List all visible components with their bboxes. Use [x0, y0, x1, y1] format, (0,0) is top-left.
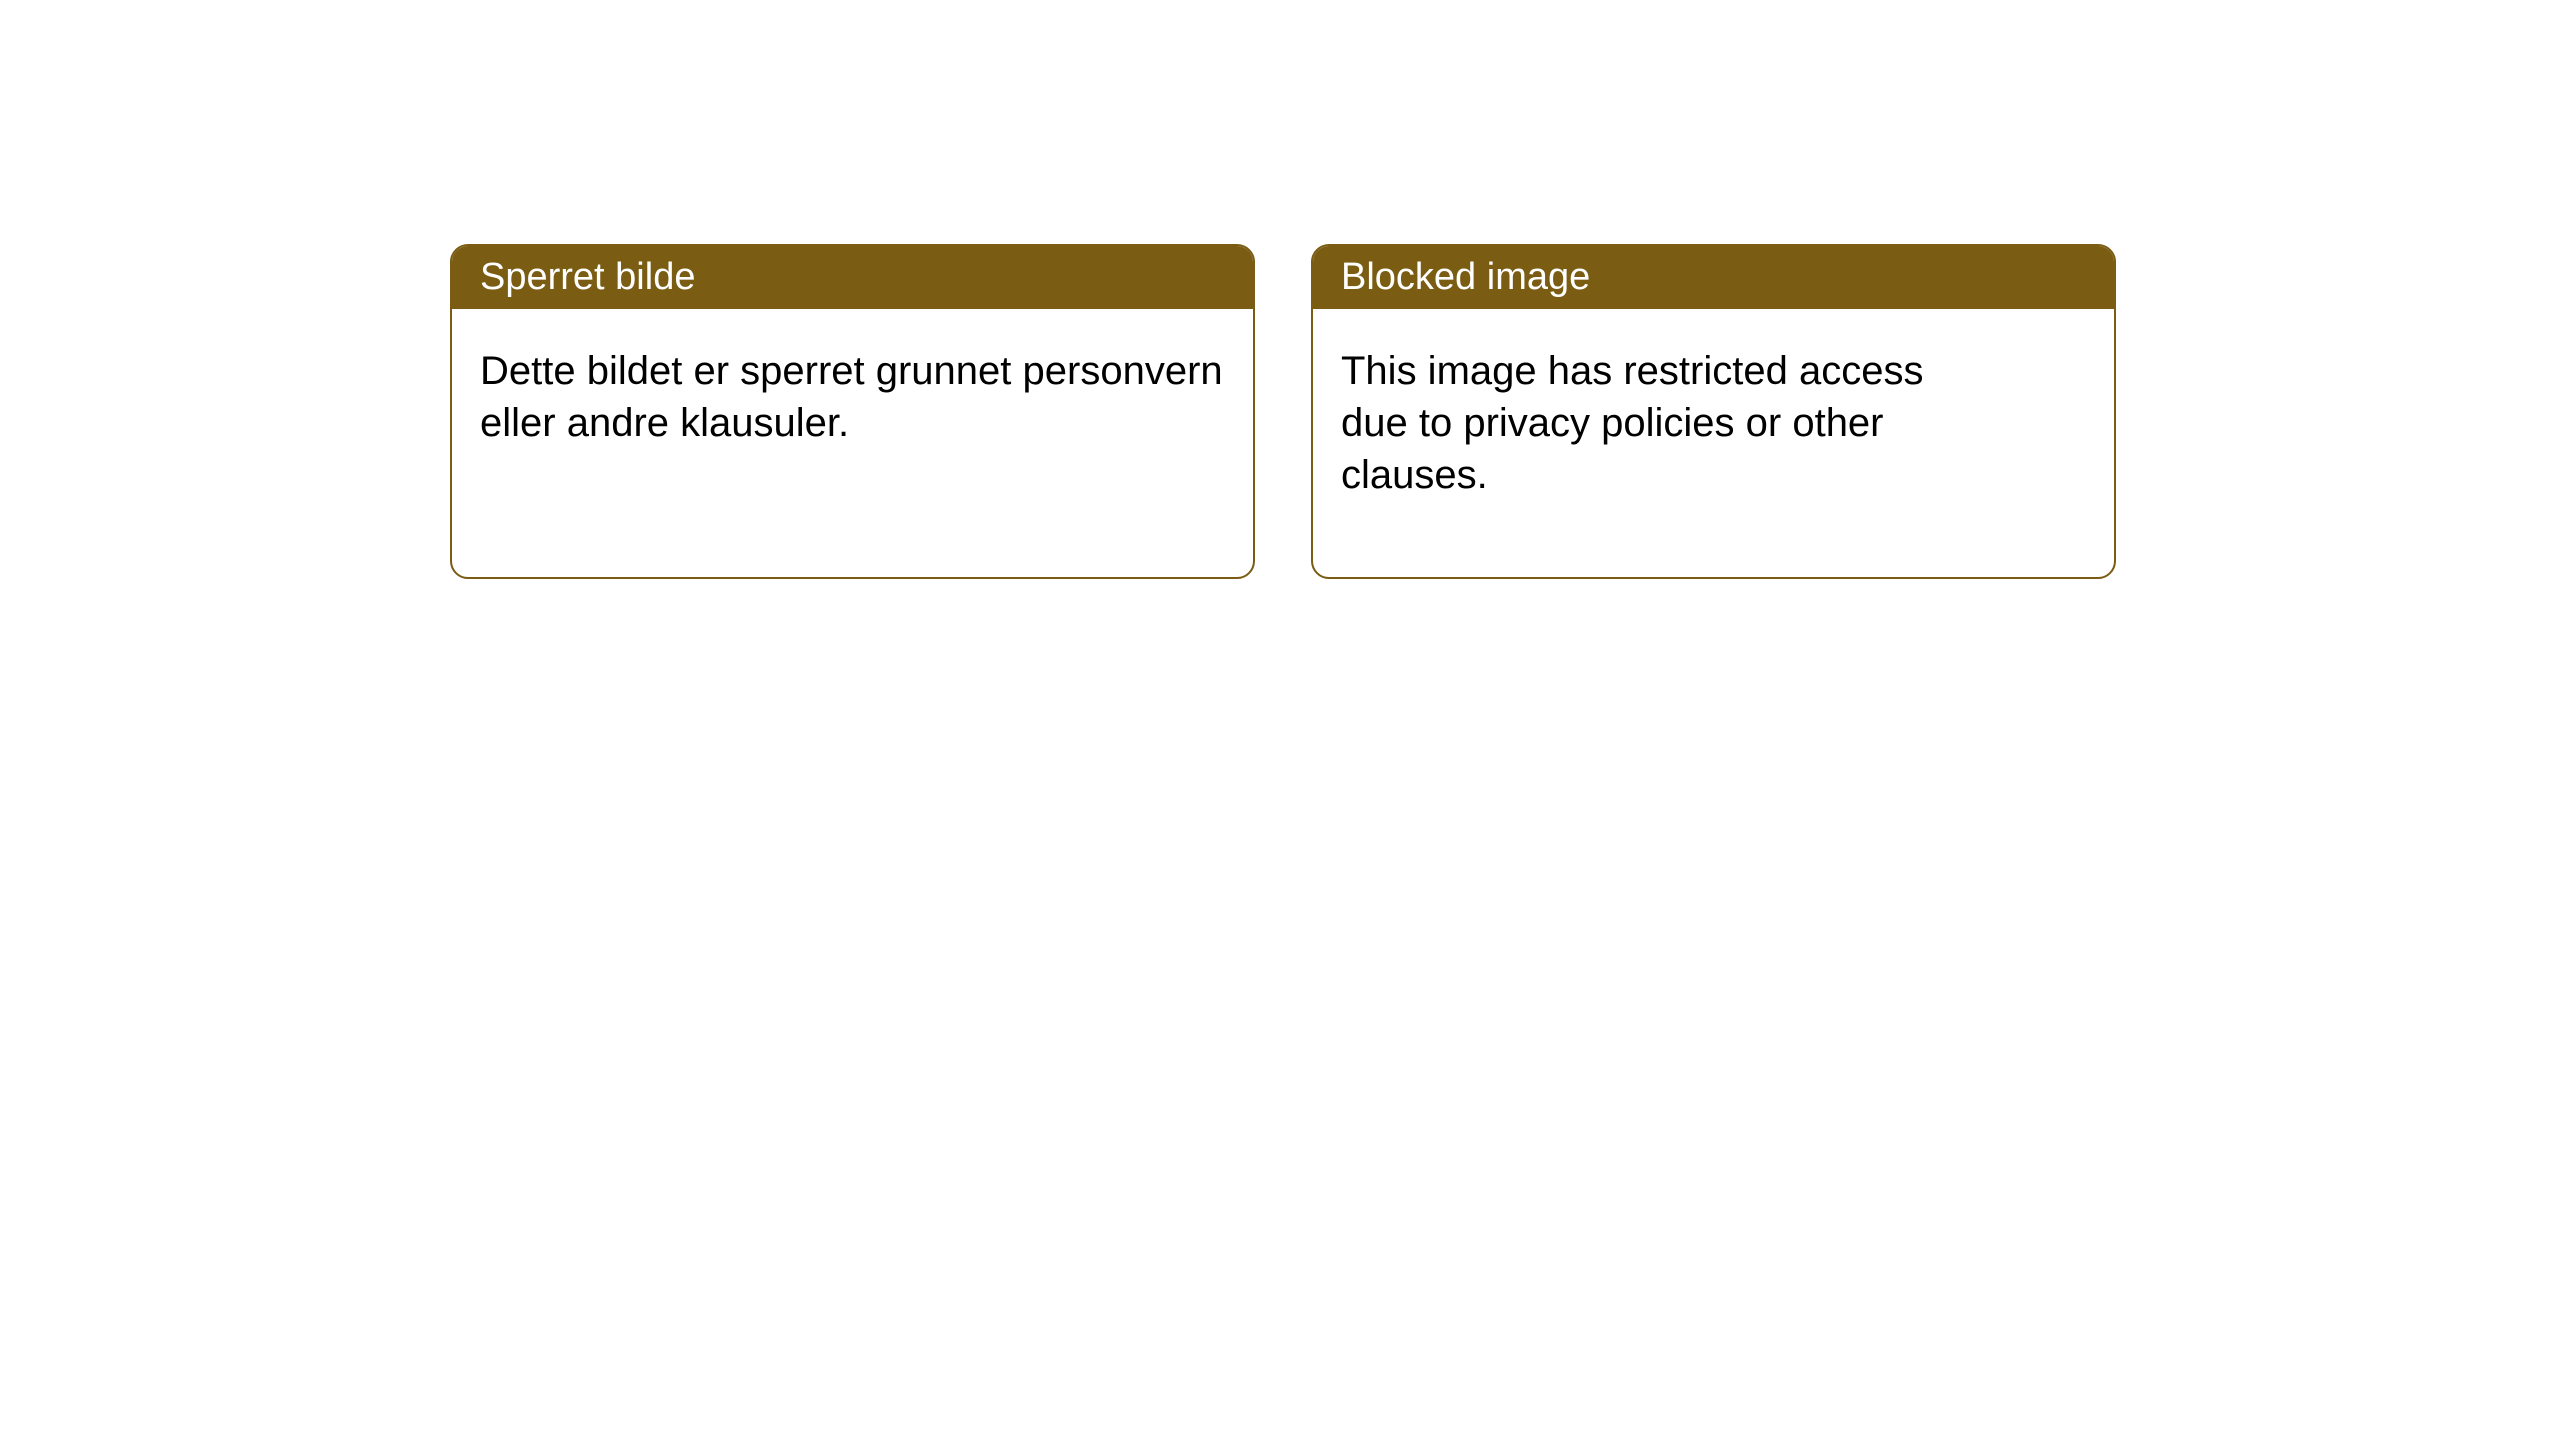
card-header: Blocked image	[1313, 246, 2114, 309]
blocked-image-card-en: Blocked image This image has restricted …	[1311, 244, 2116, 579]
blocked-image-card-no: Sperret bilde Dette bildet er sperret gr…	[450, 244, 1255, 579]
card-container: Sperret bilde Dette bildet er sperret gr…	[0, 0, 2560, 579]
card-body: This image has restricted access due to …	[1313, 309, 1993, 537]
card-title: Blocked image	[1341, 256, 1590, 298]
card-body-text: This image has restricted access due to …	[1341, 349, 1923, 497]
card-body: Dette bildet er sperret grunnet personve…	[452, 309, 1253, 485]
card-title: Sperret bilde	[480, 256, 695, 298]
card-body-text: Dette bildet er sperret grunnet personve…	[480, 349, 1223, 445]
card-header: Sperret bilde	[452, 246, 1253, 309]
